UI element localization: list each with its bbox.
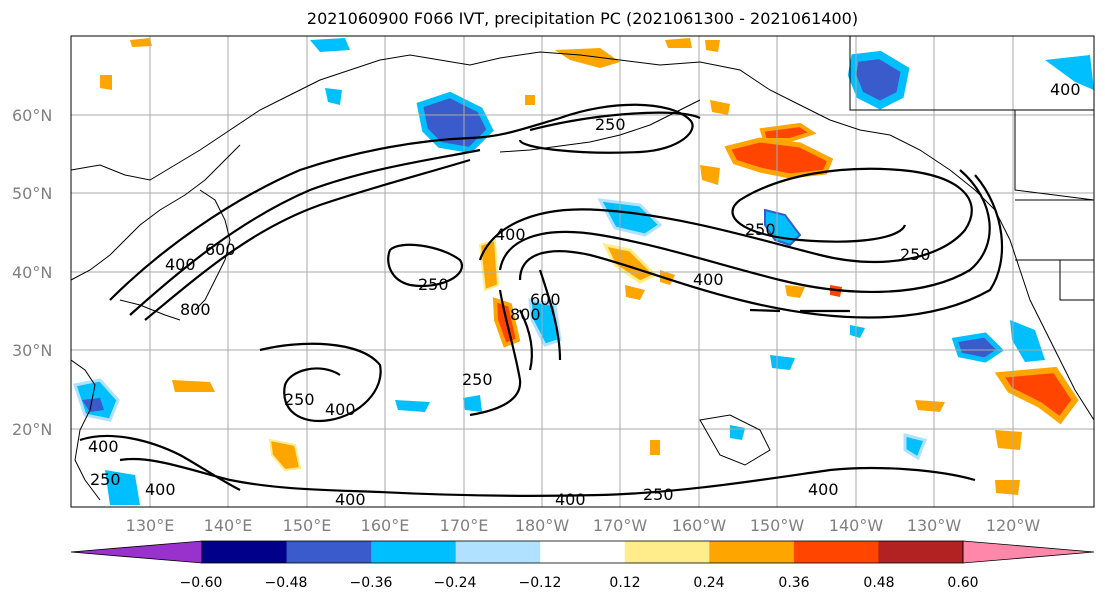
lon-label: 130°E <box>126 516 175 535</box>
contour-label: 600 <box>205 240 236 259</box>
contour-label: 250 <box>284 390 315 409</box>
contour-label: 400 <box>88 437 119 456</box>
colorbar-bin <box>286 541 372 563</box>
contour-label: 400 <box>145 480 176 499</box>
lat-label: 40°N <box>12 263 52 282</box>
lat-label: 30°N <box>12 341 52 360</box>
lat-label: 50°N <box>12 184 52 203</box>
colorbar-bin <box>540 541 626 563</box>
lat-label: 20°N <box>12 420 52 439</box>
contour-label: 800 <box>180 300 211 319</box>
latitude-labels: 60°N 50°N 40°N 30°N 20°N <box>12 106 52 439</box>
contour-label: 250 <box>462 370 493 389</box>
colorbar-tick-label: 0.60 <box>947 575 978 591</box>
contour-label: 400 <box>693 270 724 289</box>
contour-label: 250 <box>90 470 121 489</box>
map-frame <box>70 35 1095 508</box>
contour-label: 400 <box>325 400 356 419</box>
contour-label: 400 <box>555 490 586 509</box>
lat-label: 60°N <box>12 106 52 125</box>
lon-label: 130°W <box>907 516 962 535</box>
colorbar-tick-labels: −0.60 −0.48 −0.36 −0.24 −0.12 0.12 0.24 … <box>180 575 979 591</box>
contour-label: 600 <box>530 290 561 309</box>
contour-label: 250 <box>418 275 449 294</box>
colorbar-tick-label: 0.36 <box>778 575 809 591</box>
map-title: 2021060900 F066 IVT, precipitation PC (2… <box>306 9 859 28</box>
colorbar-tick-label: 0.48 <box>863 575 894 591</box>
contour-label: 400 <box>1050 80 1081 99</box>
lon-label: 120°W <box>986 516 1041 535</box>
lon-label: 140°W <box>829 516 884 535</box>
contour-label: 250 <box>900 245 931 264</box>
contour-label: 400 <box>165 255 196 274</box>
contour-label: 250 <box>643 485 674 504</box>
contour-label: 400 <box>335 490 366 509</box>
lon-label: 150°W <box>750 516 805 535</box>
graticule <box>71 36 1094 507</box>
precip-anomaly-field <box>73 38 1094 505</box>
colorbar-bin <box>455 541 541 563</box>
longitude-labels: 130°E 140°E 150°E 160°E 170°E 180°W 170°… <box>126 516 1041 535</box>
colorbar-outline <box>201 540 964 564</box>
contour-label: 800 <box>510 305 541 324</box>
colorbar-tick-label: 0.24 <box>693 575 724 591</box>
colorbar-bin <box>624 541 710 563</box>
colorbar-bin <box>371 541 457 563</box>
colorbar-bin <box>878 541 964 563</box>
lon-label: 160°E <box>361 516 410 535</box>
contour-label: 400 <box>808 480 839 499</box>
contour-labels: 250 250 250 250 250 250 250 250 400 400 … <box>88 80 1081 509</box>
contour-label: 250 <box>595 115 626 134</box>
coastlines <box>71 36 1094 501</box>
colorbar-tick-label: −0.48 <box>265 575 308 591</box>
colorbar-tick-label: −0.24 <box>434 575 477 591</box>
lon-label: 150°E <box>283 516 332 535</box>
lon-label: 140°E <box>204 516 253 535</box>
colorbar-tick-label: −0.12 <box>519 575 562 591</box>
colorbar-bin <box>793 541 879 563</box>
lon-label: 160°W <box>672 516 727 535</box>
contour-label: 400 <box>495 225 526 244</box>
contour-label: 250 <box>745 220 776 239</box>
colorbar-tick-label: 0.12 <box>609 575 640 591</box>
colorbar <box>70 540 1095 564</box>
colorbar-bin <box>202 541 288 563</box>
colorbar-bin <box>709 541 795 563</box>
colorbar-extend-max <box>962 540 1095 564</box>
colorbar-tick-label: −0.60 <box>180 575 223 591</box>
ivt-contours <box>79 103 1004 497</box>
lon-label: 180°W <box>515 516 570 535</box>
lon-label: 170°E <box>440 516 489 535</box>
colorbar-extend-min <box>70 540 203 564</box>
colorbar-tick-label: −0.36 <box>350 575 393 591</box>
lon-label: 170°W <box>593 516 648 535</box>
